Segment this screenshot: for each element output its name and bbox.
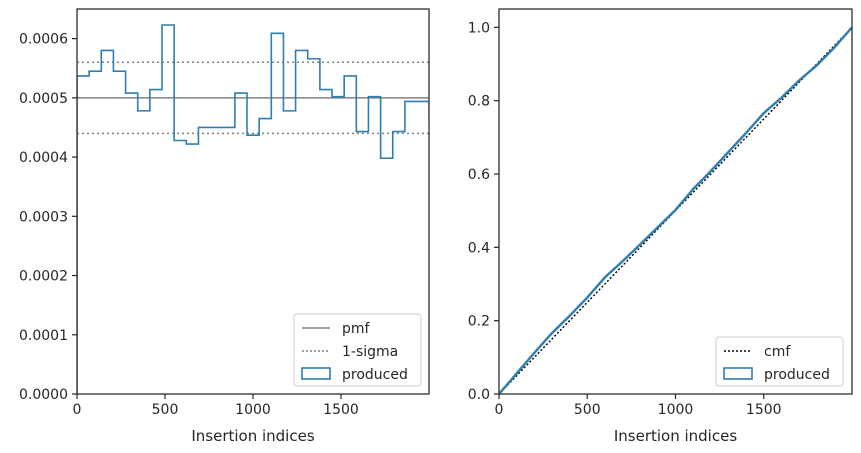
x-axis-label: Insertion indices — [614, 427, 737, 445]
y-tick-label: 0.2 — [468, 314, 490, 330]
produced-histogram — [77, 24, 429, 394]
y-tick-label: 0.4 — [468, 240, 490, 256]
y-tick-label: 0.8 — [468, 94, 490, 110]
legend-box — [715, 336, 844, 387]
y-tick-label: 0.6 — [468, 167, 490, 183]
y-tick-label: 1.0 — [468, 20, 490, 36]
y-tick-label: 0.0001 — [19, 328, 68, 344]
x-tick-label: 0 — [73, 402, 82, 418]
x-tick-label: 1500 — [746, 402, 782, 418]
axes-frame — [498, 8, 853, 395]
x-tick-label: 500 — [574, 402, 601, 418]
cdf-panel: 0 500 1000 1500 0.0 0.2 0.4 0.6 0.8 1.0 Insertion … — [468, 8, 853, 445]
x-tick-label: 1000 — [658, 402, 694, 418]
y-tick-label: 0.0004 — [19, 150, 68, 166]
plot-area — [499, 26, 852, 394]
cmf-line — [499, 26, 852, 394]
x-axis-label: Insertion indices — [191, 427, 314, 445]
y-tick-label: 0.0005 — [19, 91, 68, 107]
histogram-panel: 0 500 1000 1500 0.0000 0.0001 0.0002 0.0003 0.00… — [19, 8, 430, 445]
legend-swatch-produced — [301, 367, 331, 380]
legend-label-produced: produced — [764, 367, 830, 383]
legend-label-1-sigma: 1-sigma — [342, 344, 398, 360]
y-tick-label: 0.0 — [468, 387, 490, 403]
x-tick-label: 500 — [152, 402, 179, 418]
y-tick-label: 0.0002 — [19, 269, 68, 285]
x-tick-label: 1500 — [323, 402, 359, 418]
legend-swatch-produced — [723, 367, 753, 380]
y-tick-label: 0.0006 — [19, 32, 68, 48]
produced-line — [499, 26, 852, 394]
y-tick-label: 0.0000 — [19, 387, 68, 403]
legend-label-cmf: cmf — [764, 344, 791, 360]
x-tick-label: 1000 — [235, 402, 271, 418]
y-tick-label: 0.0003 — [19, 209, 68, 225]
legend-label-pmf: pmf — [342, 321, 371, 337]
x-tick-label: 0 — [495, 402, 504, 418]
legend-label-produced: produced — [342, 367, 408, 383]
plot-area — [77, 24, 429, 394]
